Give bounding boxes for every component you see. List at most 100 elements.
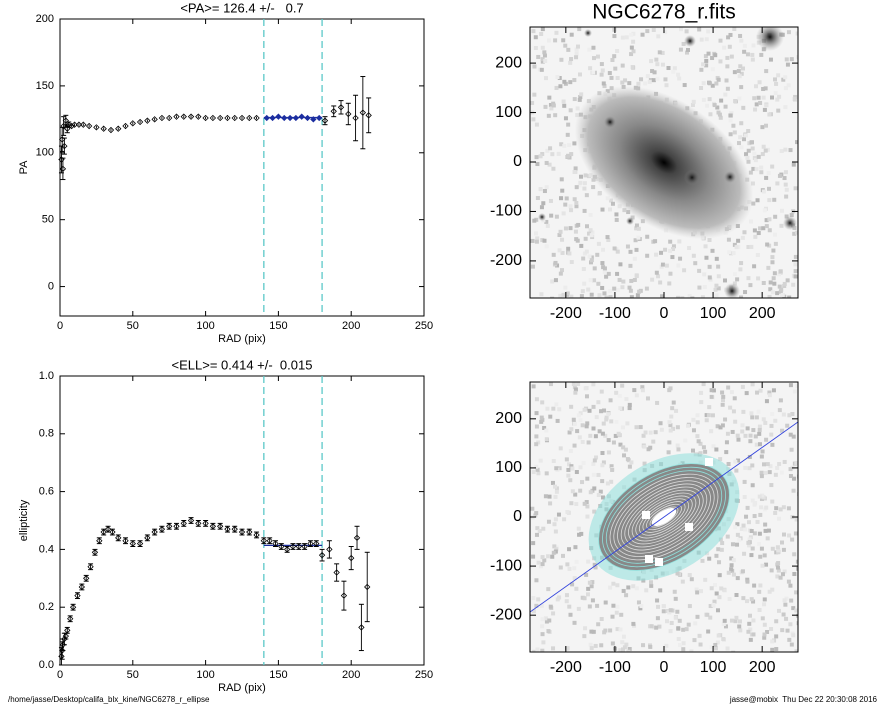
noise-pixel: [540, 617, 545, 622]
data-point: [75, 121, 83, 128]
noise-pixel: [796, 55, 798, 60]
noise-pixel: [720, 390, 725, 395]
noise-pixel: [767, 198, 772, 203]
noise-pixel: [780, 428, 785, 433]
noise-pixel: [752, 155, 757, 160]
noise-pixel: [750, 52, 755, 57]
noise-pixel: [729, 111, 734, 116]
noise-pixel: [645, 253, 650, 258]
noise-pixel: [564, 593, 569, 598]
noise-pixel: [625, 457, 630, 462]
data-point: [269, 114, 276, 122]
noise-pixel: [717, 573, 722, 578]
noise-pixel: [715, 640, 720, 645]
noise-pixel: [534, 239, 539, 244]
contour: [602, 466, 726, 568]
data-point: [115, 534, 122, 542]
y-tick-label: -100: [490, 203, 522, 220]
noise-pixel: [534, 155, 539, 160]
noise-pixel: [586, 586, 591, 591]
noise-pixel: [759, 546, 764, 551]
noise-pixel: [775, 574, 780, 579]
noise-pixel: [751, 599, 756, 604]
noise-pixel: [778, 507, 783, 512]
y-tick-label: 0.2: [39, 601, 54, 613]
noise-pixel: [708, 112, 713, 117]
noise-pixel: [770, 412, 775, 417]
noise-pixel: [596, 281, 601, 286]
noise-pixel: [764, 399, 769, 404]
noise-pixel: [569, 427, 574, 432]
contour: [642, 501, 686, 533]
noise-pixel: [706, 51, 711, 56]
noise-pixel: [551, 166, 556, 171]
noise-pixel: [664, 83, 669, 88]
noise-pixel: [577, 27, 582, 32]
noise-pixel: [553, 38, 558, 43]
noise-pixel: [731, 650, 736, 652]
noise-pixel: [540, 624, 545, 629]
noise-pixel: [574, 185, 579, 190]
x-tick-label: 150: [269, 669, 287, 681]
noise-pixel: [582, 181, 587, 186]
noise-pixel: [746, 159, 751, 164]
noise-pixel: [734, 245, 739, 250]
noise-pixel: [664, 643, 669, 648]
noise-pixel: [648, 430, 653, 435]
noise-pixel: [606, 271, 611, 276]
noise-pixel: [783, 147, 788, 152]
noise-pixel: [731, 123, 736, 128]
noise-pixel: [710, 248, 715, 253]
noise-pixel: [559, 142, 564, 147]
data-point: [180, 113, 187, 120]
noise-pixel: [750, 146, 755, 151]
noise-pixel: [767, 228, 772, 233]
noise-pixel: [748, 535, 753, 540]
star: [584, 29, 592, 37]
noise-pixel: [640, 385, 645, 390]
noise-pixel: [759, 505, 764, 510]
noise-pixel: [540, 555, 545, 560]
noise-pixel: [713, 287, 718, 292]
noise-pixel: [744, 514, 749, 519]
noise-pixel: [759, 470, 764, 475]
noise-pixel: [787, 413, 792, 418]
noise-pixel: [734, 615, 739, 620]
noise-pixel: [597, 293, 602, 298]
noise-pixel: [653, 239, 658, 244]
noise-pixel: [758, 226, 763, 231]
noise-pixel: [570, 466, 575, 471]
noise-pixel: [793, 269, 798, 274]
noise-pixel: [777, 608, 782, 613]
data-point: [158, 114, 166, 122]
noise-pixel: [735, 542, 740, 547]
noise-pixel: [627, 464, 632, 469]
noise-pixel: [533, 35, 538, 40]
noise-pixel: [534, 434, 539, 439]
noise-pixel: [733, 525, 738, 530]
noise-pixel: [546, 554, 551, 559]
noise-pixel: [545, 223, 550, 228]
noise-pixel: [620, 80, 625, 85]
noise-pixel: [564, 599, 569, 604]
noise-pixel: [776, 73, 781, 78]
noise-pixel: [554, 85, 559, 90]
noise-pixel: [565, 562, 570, 567]
noise-pixel: [546, 38, 551, 43]
noise-pixel: [554, 402, 559, 407]
noise-pixel: [655, 616, 660, 621]
noise-pixel: [548, 146, 553, 151]
y-tick-label: 50: [42, 214, 54, 226]
noise-pixel: [757, 531, 762, 536]
noise-pixel: [686, 622, 691, 627]
noise-pixel: [748, 433, 753, 438]
noise-pixel: [600, 463, 605, 468]
noise-pixel: [693, 261, 698, 266]
y-tick-label: 0: [513, 153, 522, 170]
noise-pixel: [707, 97, 712, 102]
data-point: [136, 118, 144, 126]
noise-pixel: [619, 612, 624, 617]
noise-pixel: [752, 514, 757, 519]
noise-pixel: [691, 253, 696, 258]
noise-pixel: [787, 295, 792, 298]
